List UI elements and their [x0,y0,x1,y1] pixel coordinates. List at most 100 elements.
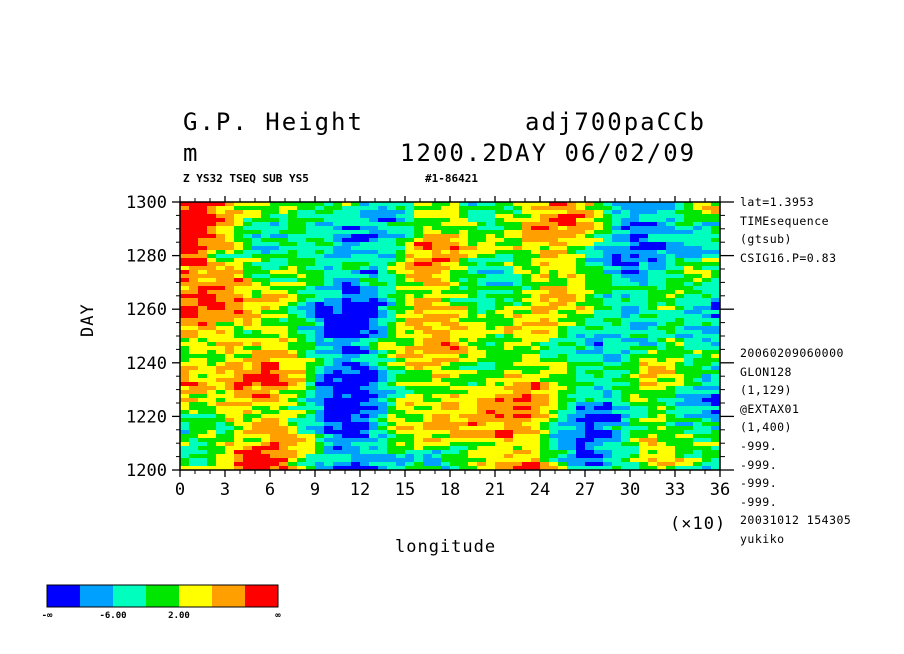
heatmap-cell [207,290,217,295]
heatmap-cell [450,462,460,467]
heatmap-cell [315,206,325,211]
heatmap-cell [225,258,235,263]
heatmap-cell [387,466,397,470]
heatmap-cell [414,222,424,227]
heatmap-cell [549,338,559,343]
heatmap-cell [522,310,532,315]
heatmap-cell [621,454,631,459]
heatmap-cell [630,290,640,295]
heatmap-cell [693,358,703,363]
heatmap-cell [603,262,613,267]
heatmap-cell [234,358,244,363]
heatmap-cell [306,366,316,371]
heatmap-cell [324,258,334,263]
heatmap-cell [540,402,550,407]
heatmap-cell [432,290,442,295]
heatmap-cell [702,238,712,243]
heatmap-cell [504,202,514,207]
heatmap-cell [549,310,559,315]
heatmap-cell [486,342,496,347]
heatmap-cell [315,298,325,303]
heatmap-cell [369,418,379,423]
heatmap-cell [495,270,505,275]
heatmap-cell [405,314,415,319]
heatmap-cell [234,278,244,283]
heatmap-cell [207,378,217,383]
heatmap-cell [531,326,541,331]
heatmap-cell [459,366,469,371]
heatmap-cell [585,210,595,215]
y-tick-label: 1300 [126,193,167,213]
heatmap-cell [360,286,370,291]
heatmap-cell [342,326,352,331]
heatmap-cell [495,262,505,267]
heatmap-cell [549,214,559,219]
heatmap-cell [675,222,685,227]
heatmap-cell [486,390,496,395]
heatmap-cell [693,458,703,463]
heatmap-cell [432,226,442,231]
heatmap-cell [666,438,676,443]
heatmap-cell [693,350,703,355]
heatmap-cell [495,366,505,371]
heatmap-cell [216,334,226,339]
heatmap-cell [540,418,550,423]
heatmap-cell [585,378,595,383]
heatmap-cell [279,250,289,255]
heatmap-cell [351,262,361,267]
heatmap-cell [360,274,370,279]
heatmap-cell [216,422,226,427]
heatmap-cell [702,266,712,271]
heatmap-cell [657,358,667,363]
heatmap-cell [567,242,577,247]
heatmap-cell [522,206,532,211]
heatmap-cell [693,454,703,459]
heatmap-cell [315,386,325,391]
heatmap-cell [216,218,226,223]
heatmap-cell [279,398,289,403]
heatmap-cell [234,282,244,287]
heatmap-cell [639,322,649,327]
heatmap-cell [693,254,703,259]
heatmap-cell [486,414,496,419]
heatmap-cell [378,222,388,227]
heatmap-cell [216,314,226,319]
heatmap-cell [207,270,217,275]
heatmap-cell [531,322,541,327]
heatmap-cell [288,358,298,363]
heatmap-cell [180,202,190,207]
heatmap-cell [387,262,397,267]
heatmap-cell [225,350,235,355]
heatmap-cell [594,422,604,427]
heatmap-cell [522,278,532,283]
heatmap-cell [450,274,460,279]
heatmap-cell [657,318,667,323]
heatmap-cell [306,294,316,299]
heatmap-cell [531,406,541,411]
heatmap-cell [405,242,415,247]
heatmap-cell [243,426,253,431]
heatmap-cell [702,366,712,371]
heatmap-cell [675,326,685,331]
heatmap-cell [513,358,523,363]
heatmap-cell [495,430,505,435]
heatmap-cell [522,286,532,291]
heatmap-cell [585,370,595,375]
heatmap-cell [675,398,685,403]
heatmap-cell [243,274,253,279]
chart-title: G.P. Height [183,108,364,136]
heatmap-cell [333,450,343,455]
heatmap-cell [279,462,289,467]
heatmap-cell [711,306,720,311]
heatmap-cell [585,294,595,299]
x-tick-label: 33 [665,480,685,500]
heatmap-cell [252,318,262,323]
heatmap-cell [477,238,487,243]
heatmap-cell [513,246,523,251]
heatmap-cell [666,206,676,211]
heatmap-cell [468,318,478,323]
heatmap-cell [504,398,514,403]
heatmap-cell [477,390,487,395]
heatmap-cell [648,382,658,387]
heatmap-cell [450,202,460,207]
